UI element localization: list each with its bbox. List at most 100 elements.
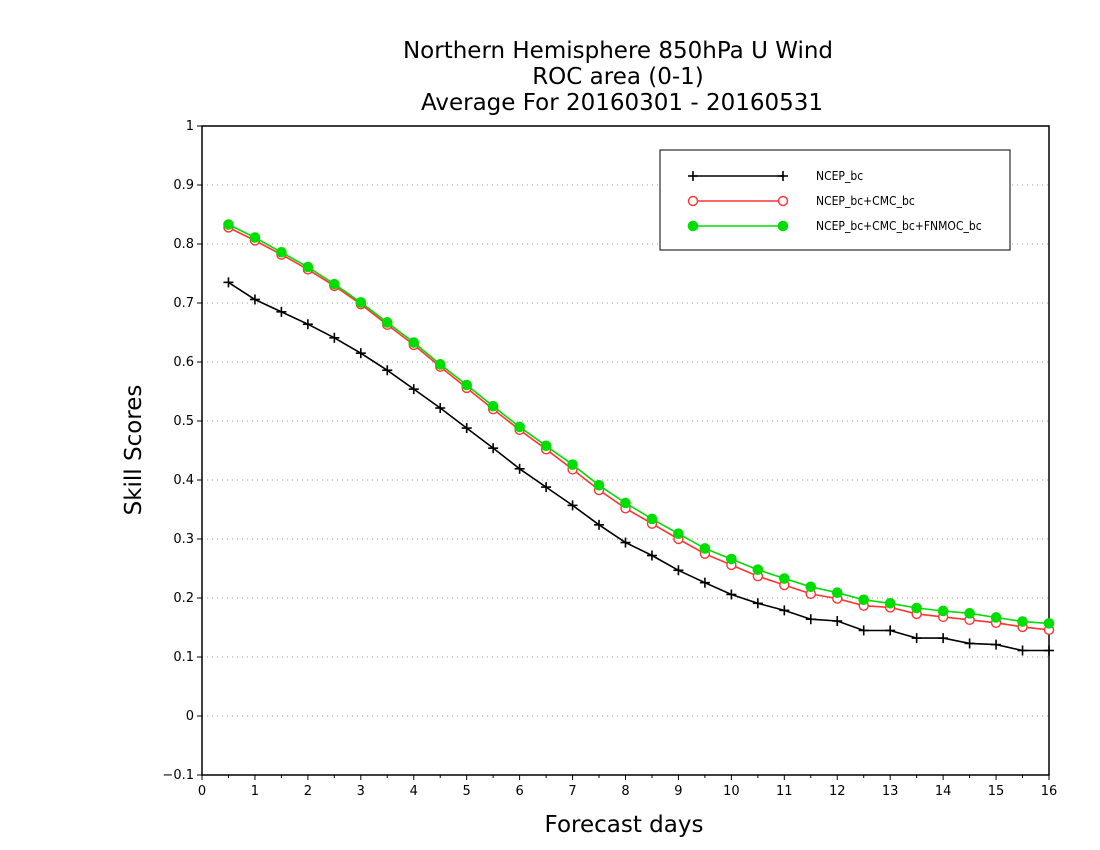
x-tick-label: 0 [198, 784, 206, 799]
legend-entry: NCEP_bc+CMC_bc+FNMOC_bc [687, 219, 982, 233]
data-point [223, 277, 234, 288]
title-line-2: ROC area (0-1) [532, 64, 704, 90]
data-point [699, 543, 711, 554]
data-point [540, 440, 552, 452]
y-tick-label: 0.7 [173, 296, 194, 311]
x-tick-label: 9 [674, 784, 682, 799]
legend-label: NCEP_bc [816, 169, 863, 183]
y-axis-label: Skill Scores [121, 385, 147, 516]
data-point [858, 594, 870, 606]
data-point [805, 614, 816, 625]
data-point [302, 319, 313, 330]
data-point [302, 261, 314, 273]
series-line [228, 226, 1050, 631]
data-point [381, 317, 393, 328]
data-point [567, 459, 578, 470]
data-point [938, 633, 949, 644]
series-line [228, 281, 1049, 652]
x-tick-label: 14 [935, 784, 952, 799]
data-point [778, 171, 788, 181]
data-point [832, 616, 843, 627]
data-point [329, 332, 340, 343]
data-point [408, 337, 420, 348]
grid-lines [202, 184, 1049, 717]
data-point [329, 278, 340, 290]
legend-entry: NCEP_bc+CMC_bc [687, 194, 915, 208]
y-tick-label: 0.4 [173, 473, 194, 488]
x-tick-label: 16 [1041, 784, 1058, 799]
data-point [990, 612, 1002, 623]
x-tick-label: 12 [829, 784, 846, 799]
data-point [779, 573, 790, 584]
y-tick-label: 0.8 [173, 237, 194, 252]
data-point [911, 602, 922, 614]
data-point [620, 537, 631, 548]
data-point [673, 528, 684, 539]
x-tick-label: 1 [251, 784, 259, 799]
data-point [752, 564, 764, 575]
data-point [779, 605, 790, 616]
data-point [487, 400, 499, 412]
data-point [593, 480, 605, 491]
data-point [964, 608, 975, 619]
data-point [858, 625, 869, 636]
x-tick-label: 5 [463, 784, 471, 799]
x-tick-label: 10 [723, 784, 740, 799]
data-point [514, 463, 525, 474]
data-point [726, 553, 737, 565]
y-tick-label: 0.2 [173, 591, 194, 606]
data-point [461, 379, 472, 391]
legend-box [659, 149, 1011, 251]
chart-title: Northern Hemisphere 850hPa U Wind ROC ar… [403, 38, 833, 116]
x-axis-label: Forecast days [545, 812, 704, 838]
legend: NCEP_bc NCEP_bc+CMC_bc NCEP_bc+CMC_bc+FNMO… [659, 149, 1011, 251]
data-point [276, 246, 287, 258]
series-2 [223, 222, 1055, 636]
x-tick-label: 8 [621, 784, 629, 799]
data-point [1043, 618, 1055, 629]
series-plot-area [223, 219, 1055, 656]
x-tick-label: 13 [882, 784, 899, 799]
data-point [355, 297, 367, 308]
data-point [461, 423, 472, 434]
data-point [408, 384, 419, 395]
legend-entry: NCEP_bc [688, 169, 863, 183]
data-point [699, 577, 710, 588]
data-point [567, 500, 578, 511]
data-point [249, 294, 260, 305]
y-tick-label: 0.9 [173, 178, 194, 193]
legend-label: NCEP_bc+CMC_bc+FNMOC_bc [816, 219, 982, 233]
data-point [382, 365, 393, 376]
data-point [687, 220, 699, 232]
axes: −0.100.10.20.30.40.50.60.70.80.910 1 2 3 4 5 6… [162, 119, 1057, 799]
x-tick-label: 3 [357, 784, 365, 799]
data-point [1017, 616, 1028, 627]
x-tick-label: 11 [776, 784, 793, 799]
data-point [541, 482, 552, 493]
data-point [688, 171, 698, 181]
data-point [777, 220, 789, 232]
data-point [831, 587, 843, 598]
series-3 [223, 219, 1055, 629]
data-point [911, 633, 922, 644]
data-point [885, 625, 896, 636]
data-point [434, 359, 446, 370]
data-point [249, 232, 261, 243]
title-line-3: Average For 20160301 - 20160531 [421, 90, 823, 116]
y-tick-label: 0.5 [173, 414, 194, 429]
data-point [777, 195, 789, 207]
y-tick-label: −0.1 [162, 768, 194, 783]
data-point [488, 443, 499, 454]
data-point [964, 638, 975, 649]
data-point [355, 348, 366, 359]
legend-label: NCEP_bc+CMC_bc [816, 194, 915, 208]
data-point [514, 421, 525, 433]
x-tick-label: 6 [515, 784, 523, 799]
data-point [276, 306, 287, 317]
data-point [687, 195, 699, 207]
x-tick-label: 15 [988, 784, 1005, 799]
y-tick-label: 0 [186, 709, 194, 724]
data-point [223, 219, 234, 230]
